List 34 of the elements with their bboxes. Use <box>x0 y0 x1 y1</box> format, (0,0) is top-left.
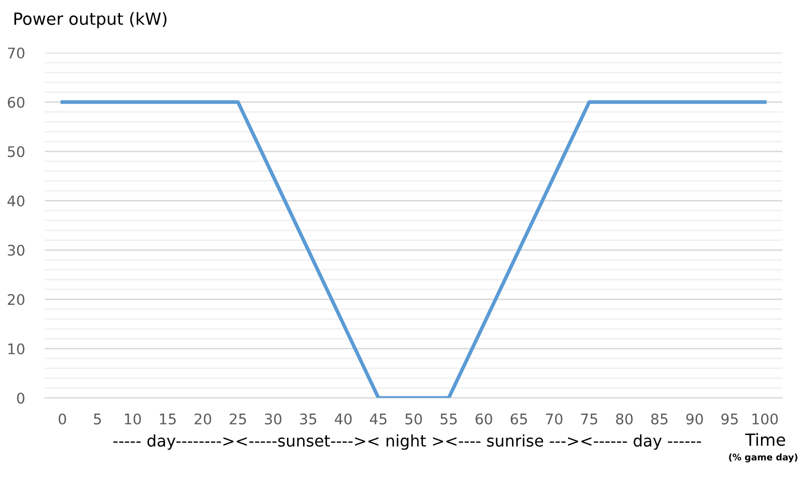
x-tick-label: 55 <box>440 414 457 424</box>
y-tick-label: 30 <box>8 244 24 256</box>
y-tick-label: 10 <box>8 343 24 354</box>
y-tick-label: 50 <box>8 146 24 158</box>
chart-title: Power output (kW) <box>14 12 166 28</box>
x-tick-label: 15 <box>160 414 176 424</box>
x-tick-label: 20 <box>194 413 212 424</box>
y-tick-label: 70 <box>8 48 24 59</box>
x-tick-label: 10 <box>124 413 141 424</box>
line-series <box>60 100 767 398</box>
y-tick-label: 20 <box>8 294 24 306</box>
x-tick-label: 60 <box>476 413 492 424</box>
text: (% game day) <box>729 454 798 462</box>
y-tick-label: 0 <box>17 392 24 404</box>
x-tick-label: 30 <box>264 413 282 424</box>
y-tick-label: 60 <box>8 96 24 108</box>
x-tick-label: 25 <box>230 413 246 424</box>
x-tick-label: 40 <box>334 413 352 424</box>
x-tick-label: 90 <box>686 413 703 424</box>
x-tick-label: 100 <box>752 413 778 424</box>
x-tick-label: 85 <box>651 413 668 424</box>
x-axis-title: Time <box>745 433 786 446</box>
text: ----- day--------><-----sunset---->< night ><---- sunrise ---><------ day ------ <box>113 434 702 450</box>
x-tick-label: 70 <box>546 413 562 424</box>
x-tick-label: 45 <box>370 414 386 424</box>
x-tick-label: 5 <box>94 414 101 424</box>
x-tick-label: 65 <box>510 413 527 424</box>
y-tick-label: 40 <box>8 195 24 206</box>
x-tick-label: 0 <box>58 413 66 424</box>
x-tick-label: 80 <box>616 413 633 424</box>
x-tick-label: 95 <box>721 413 738 424</box>
x-tick-label: 75 <box>581 414 598 424</box>
x-tick-label: 50 <box>405 413 422 424</box>
x-tick-label: 35 <box>300 413 316 424</box>
